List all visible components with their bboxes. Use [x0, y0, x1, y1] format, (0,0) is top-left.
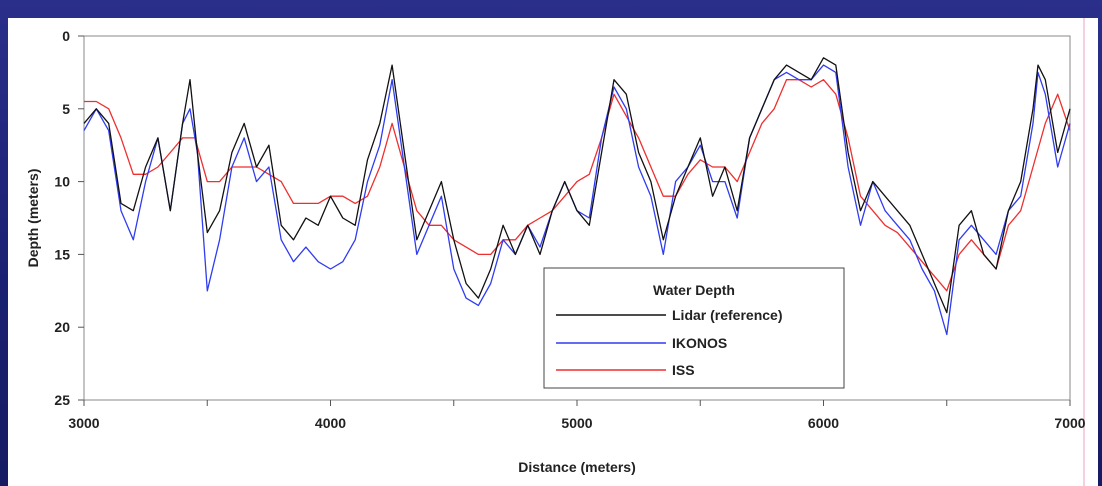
legend-title: Water Depth — [653, 282, 735, 298]
x-tick-label: 3000 — [68, 415, 99, 431]
y-axis-title: Depth (meters) — [25, 169, 41, 268]
legend: Water Depth Lidar (reference) IKONOS ISS — [543, 267, 845, 389]
chart-panel: 3000 4000 5000 6000 7000 0 5 10 15 20 25 Distance… — [8, 18, 1098, 486]
y-tick-label: 25 — [54, 392, 70, 408]
y-tick-label: 5 — [62, 101, 70, 117]
y-tick-label: 15 — [54, 246, 70, 262]
x-axis-title: Distance (meters) — [518, 459, 636, 475]
legend-box — [543, 267, 845, 389]
y-tick-label: 20 — [54, 319, 70, 335]
x-tick-label: 5000 — [561, 415, 592, 431]
x-tick-label: 7000 — [1054, 415, 1085, 431]
series-line-lidar-reference — [83, 57, 1071, 314]
y-tick-label: 0 — [62, 28, 70, 44]
depth-profile-chart: 3000 4000 5000 6000 7000 0 5 10 15 20 25 Distance… — [25, 18, 1086, 486]
x-tick-label: 6000 — [808, 415, 839, 431]
y-axis: 0 5 10 15 20 25 — [54, 28, 84, 408]
x-tick-label: 4000 — [315, 415, 346, 431]
legend-label-lidar: Lidar (reference) — [672, 307, 782, 323]
series-layer — [83, 57, 1071, 336]
legend-label-ikonos: IKONOS — [672, 335, 727, 351]
x-axis: 3000 4000 5000 6000 7000 — [68, 400, 1086, 431]
y-tick-label: 10 — [54, 174, 70, 190]
series-line-iss — [84, 79, 1071, 292]
legend-label-iss: ISS — [672, 362, 695, 378]
